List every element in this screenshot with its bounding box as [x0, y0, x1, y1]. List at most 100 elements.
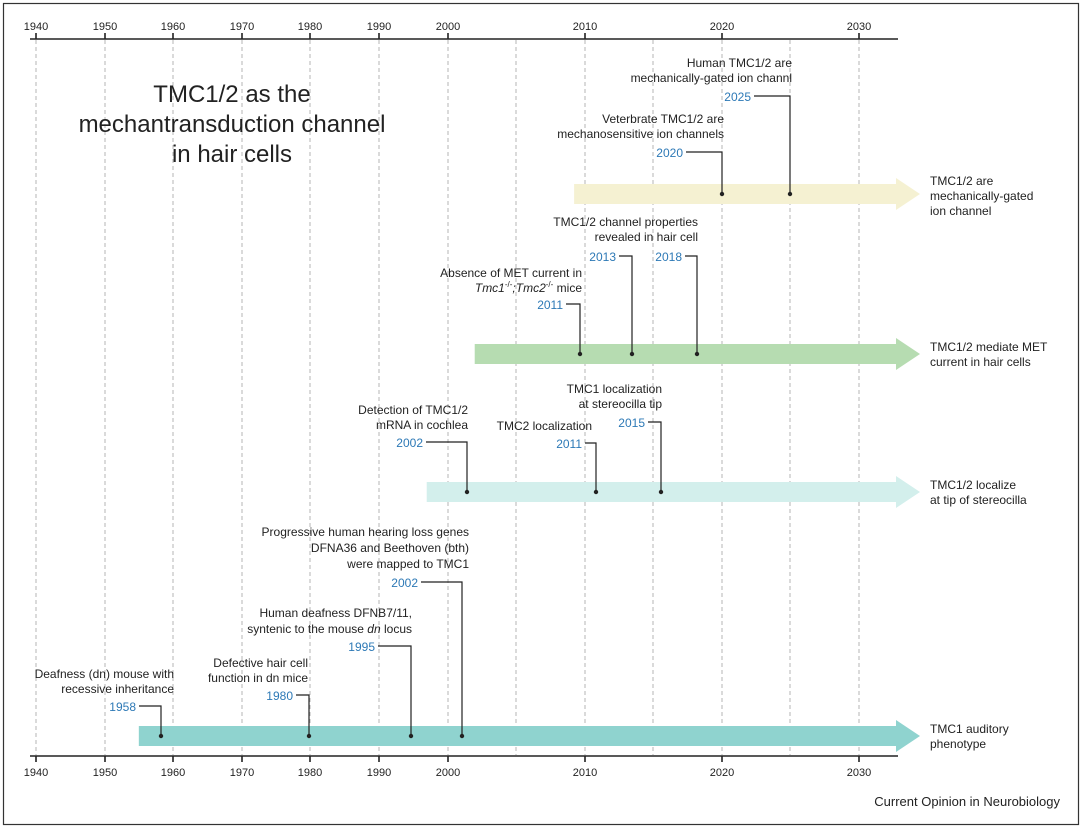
gene-tmc2: Tmc2	[516, 281, 546, 295]
event-year-label: 2002	[396, 436, 423, 450]
event-text-line-2: recessive inheritance	[61, 682, 174, 696]
event-text-line-1: TMC2 localization	[497, 419, 592, 433]
track-localize: TMC1/2 localize at tip of stereocilla De…	[358, 382, 1027, 508]
event-text-line-3: were mapped to TMC1	[346, 557, 469, 571]
top-tick-2010: 2010	[573, 21, 597, 33]
event-1995-human-deafness: Human deafness DFNB7/11, syntenic to the…	[247, 606, 414, 739]
event-year-label: 1995	[348, 640, 375, 654]
event-year-label: 2013	[589, 250, 616, 264]
event-marker-dot	[787, 191, 793, 197]
event-2011-tmc2-localization: TMC2 localization 2011	[497, 419, 599, 495]
event-year-label: 2018	[655, 250, 682, 264]
top-tick-1960: 1960	[161, 21, 185, 33]
event-marker-dot	[658, 489, 664, 495]
event-text-line-1: Defective hair cell	[213, 656, 308, 670]
track-met-current: TMC1/2 mediate MET current in hair cells…	[440, 215, 1048, 370]
mice-word: mice	[553, 281, 582, 295]
event-2018-properties: 2018	[655, 250, 700, 357]
event-text-line-1: TMC1 localization	[567, 382, 662, 396]
event-2020-vertebrate: Veterbrate TMC1/2 are mechanosensitive i…	[557, 112, 724, 197]
event-1980-defective-hair-cell: Defective hair cell function in dn mice …	[208, 656, 312, 739]
bottom-tick-1990: 1990	[367, 767, 391, 779]
track-label-met-line-2: current in hair cells	[930, 355, 1031, 369]
bottom-tick-1970: 1970	[230, 767, 254, 779]
track-label-met-line-1: TMC1/2 mediate MET	[930, 340, 1048, 354]
track-label-auditory-line-2: phenotype	[930, 737, 986, 751]
title-line-3: in hair cells	[172, 141, 292, 168]
bottom-tick-2010: 2010	[573, 767, 597, 779]
top-axis: 1940 1950 1960 1970 1980 1990 2000 2010 …	[24, 21, 898, 40]
event-text-line-1: Deafness (dn) mouse with	[35, 667, 174, 681]
event-year-label: 2015	[618, 416, 645, 430]
event-text-line-2: revealed in hair cell	[595, 230, 698, 244]
bottom-tick-1940: 1940	[24, 767, 48, 779]
bottom-tick-2030: 2030	[847, 767, 871, 779]
event-marker-dot	[593, 489, 599, 495]
event-marker-dot	[629, 351, 635, 357]
separator: ;	[512, 281, 515, 295]
genotype-superscript-1: -/-	[505, 280, 513, 289]
track-auditory-phenotype: TMC1 auditory phenotype Deafness (dn) mo…	[35, 525, 1009, 752]
event-marker-dot	[694, 351, 700, 357]
event-marker-dot	[408, 733, 414, 739]
event-leader-line	[566, 303, 581, 354]
event-text-line-2: Tmc1-/-;Tmc2-/- mice	[475, 280, 582, 295]
bottom-tick-1950: 1950	[93, 767, 117, 779]
event-text-line-1: Detection of TMC1/2	[358, 403, 468, 417]
title-line-1: TMC1/2 as the	[153, 81, 310, 108]
track-label-localize-line-1: TMC1/2 localize	[930, 478, 1016, 492]
event-year-label: 1958	[109, 700, 136, 714]
event-2015-tmc1-localization: TMC1 localization at stereocilla tip 201…	[567, 382, 664, 495]
event-text-line-1: TMC1/2 channel properties	[553, 215, 698, 229]
event-1958-deafness-mouse: Deafness (dn) mouse with recessive inher…	[35, 667, 174, 739]
track-label-localize-line-2: at tip of stereocilla	[930, 493, 1027, 507]
event-marker-dot	[459, 733, 465, 739]
event-text-line-2: DFNA36 and Beethoven (bth)	[311, 541, 469, 555]
event-year-label: 2011	[556, 437, 582, 451]
track-label-gated-line-2: mechanically-gated	[930, 189, 1033, 203]
event-text-line-1: Human TMC1/2 are	[687, 56, 792, 70]
event-text-line-2: at stereocilla tip	[579, 397, 663, 411]
event-text-line-1: Absence of MET current in	[440, 266, 582, 280]
top-tick-2030: 2030	[847, 21, 871, 33]
top-tick-1940: 1940	[24, 21, 48, 33]
event-leader-line	[296, 694, 310, 736]
event-2025-human: Human TMC1/2 are mechanically-gated ion …	[631, 56, 793, 197]
track-label-gated-line-3: ion channel	[930, 204, 991, 218]
track-label-gated-line-1: TMC1/2 are	[930, 174, 994, 188]
event-text-line-1: Human deafness DFNB7/11,	[259, 606, 412, 620]
event-leader-line	[619, 255, 633, 354]
top-tick-2000: 2000	[436, 21, 460, 33]
event-leader-line	[754, 95, 791, 194]
event-leader-line	[686, 151, 723, 194]
event-leader-line	[426, 441, 468, 492]
event-year-label: 2011	[537, 298, 563, 312]
event-2002-detection: Detection of TMC1/2 mRNA in cochlea 2002	[358, 403, 470, 495]
event-text-line-2: function in dn mice	[208, 671, 308, 685]
title-line-2: mechantransduction channel	[79, 111, 386, 138]
event-year-label: 2020	[656, 146, 683, 160]
event-text-line-2: mechanically-gated ion channl	[631, 71, 792, 85]
top-tick-2020: 2020	[710, 21, 734, 33]
bottom-tick-2000: 2000	[436, 767, 460, 779]
event-leader-line	[378, 645, 412, 736]
event-2011-absence: Absence of MET current in Tmc1-/-;Tmc2-/…	[440, 266, 582, 357]
track-gated-channel: TMC1/2 are mechanically-gated ion channe…	[557, 56, 1033, 218]
track-arrow-localize	[426, 476, 920, 508]
event-2013-properties: TMC1/2 channel properties revealed in ha…	[553, 215, 698, 357]
event-leader-line	[421, 581, 463, 736]
event-text-line-2: mRNA in cochlea	[376, 418, 468, 432]
bottom-tick-1980: 1980	[298, 767, 322, 779]
journal-credit: Current Opinion in Neurobiology	[874, 794, 1060, 809]
figure-title: TMC1/2 as the mechantransduction channel…	[79, 81, 386, 168]
event-2002-hearing-loss-genes: Progressive human hearing loss genes DFN…	[262, 525, 469, 739]
bottom-tick-1960: 1960	[161, 767, 185, 779]
event-leader-line	[585, 442, 597, 492]
event-leader-line	[685, 255, 698, 354]
track-arrow-gated-channel	[574, 178, 920, 210]
track-label-auditory-line-1: TMC1 auditory	[930, 722, 1009, 736]
event-marker-dot	[464, 489, 470, 495]
